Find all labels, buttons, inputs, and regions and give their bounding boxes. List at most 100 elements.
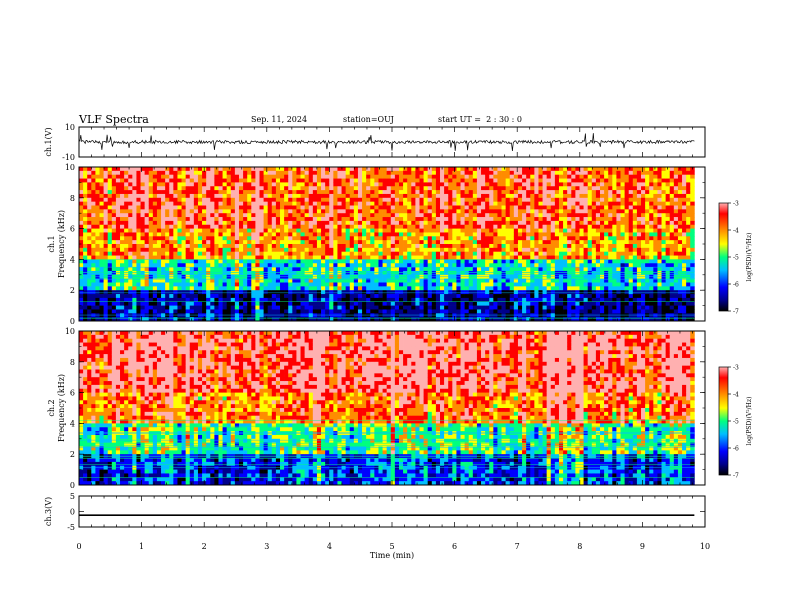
spectrogram-cell <box>316 232 322 237</box>
spectrogram-cell <box>185 286 191 291</box>
spectrogram-cell <box>177 297 182 303</box>
spectrogram-cell <box>362 197 367 202</box>
spectrogram-cell <box>341 170 346 176</box>
spectrogram-cell <box>378 263 383 268</box>
spectrogram-cell <box>427 201 433 206</box>
spectrogram-cell <box>407 232 412 237</box>
spectrogram-cell <box>263 255 269 260</box>
spectrogram-cell <box>427 274 433 279</box>
spectrogram-cell <box>563 259 568 264</box>
spectrogram-cell <box>468 305 474 310</box>
spectrogram-cell <box>197 170 203 176</box>
spectrogram-cell <box>292 201 297 206</box>
spectrogram-cell <box>374 213 379 218</box>
spectrogram-cell <box>251 317 256 322</box>
spectrogram-cell <box>238 217 244 222</box>
spectrogram-cell <box>509 255 515 260</box>
spectrogram-cell <box>177 201 182 206</box>
spectrogram-cell <box>370 201 375 206</box>
spectrogram-cell <box>485 170 490 176</box>
spectrogram-cell <box>148 301 154 306</box>
spectrogram-cell <box>554 236 560 241</box>
spectrogram-cell <box>448 190 453 195</box>
spectrogram-cell <box>427 209 433 214</box>
spectrogram-cell <box>144 317 150 322</box>
spectrogram-cell <box>202 201 207 206</box>
spectrogram-cell <box>120 170 125 176</box>
spectrogram-cell <box>321 274 326 279</box>
spectrogram-cell <box>419 309 424 314</box>
spectrogram-cell <box>472 270 478 276</box>
spectrogram-cell <box>493 236 498 241</box>
spectrogram-cell <box>83 297 88 303</box>
spectrogram-cell <box>452 290 457 295</box>
spectrogram-cell <box>468 294 474 299</box>
spectrogram-cell <box>156 190 162 195</box>
spectrogram-cell <box>497 182 502 187</box>
spectrogram-cell <box>111 209 117 214</box>
spectrogram-cell <box>312 240 318 245</box>
spectrogram-cell <box>526 247 531 253</box>
spectrogram-cell <box>415 213 420 218</box>
spectrogram-cell <box>161 167 166 172</box>
spectrogram-cell <box>214 205 219 210</box>
spectrogram-cell <box>136 197 141 202</box>
spectrogram-cell <box>398 193 404 199</box>
spectrogram-cell <box>83 255 88 260</box>
spectrogram-cell <box>333 197 338 202</box>
spectrogram-cell <box>140 197 145 202</box>
spectrogram-cell <box>144 263 150 268</box>
spectrogram-cell <box>255 224 260 229</box>
spectrogram-cell <box>124 297 129 303</box>
spectrogram-cell <box>337 228 342 233</box>
spectrogram-cell <box>132 167 137 172</box>
spectrogram-cell <box>419 205 424 210</box>
spectrogram-cell <box>526 263 531 268</box>
spectrogram-cell <box>210 236 215 241</box>
spectrogram-cell <box>550 197 556 202</box>
spectrogram-cell <box>251 255 256 260</box>
spectrogram-cell <box>156 205 162 210</box>
spectrogram-cell <box>587 193 593 199</box>
spectrogram-cell <box>321 228 326 233</box>
spectrogram-cell <box>111 305 117 310</box>
spectrogram-cell <box>181 290 187 295</box>
spectrogram-cell <box>132 190 137 195</box>
spectrogram-cell <box>238 274 244 279</box>
spectrogram-cell <box>501 220 506 226</box>
spectrogram-cell <box>337 190 342 195</box>
spectrogram-cell <box>431 294 437 299</box>
spectrogram-cell <box>423 301 429 306</box>
spectrogram-cell <box>185 205 191 210</box>
spectrogram-cell <box>177 286 182 291</box>
spectrogram-cell <box>390 255 396 260</box>
spectrogram-cell <box>226 305 232 310</box>
spectrogram-cell <box>87 236 92 241</box>
spectrogram-cell <box>165 201 170 206</box>
spectrogram-cell <box>222 274 228 279</box>
spectrogram-cell <box>185 174 191 179</box>
spectrogram-cell <box>136 224 141 229</box>
spectrogram-cell <box>148 197 154 202</box>
spectrogram-cell <box>341 174 346 179</box>
spectrogram-cell <box>472 267 478 272</box>
spectrogram-cell <box>79 197 84 202</box>
spectrogram-cell <box>136 240 141 245</box>
spectrogram-cell <box>485 182 490 187</box>
spectrogram-cell <box>472 167 478 172</box>
spectrogram-cell <box>464 255 470 260</box>
spectrogram-cell <box>526 178 531 183</box>
spectrogram-cell <box>316 317 322 322</box>
spectrogram-cell <box>575 201 580 206</box>
spectrogram-cell <box>357 213 363 218</box>
spectrogram-cell <box>321 232 326 237</box>
spectrogram-cell <box>185 247 191 253</box>
spectrogram-cell <box>398 201 404 206</box>
spectrogram-cell <box>501 213 506 218</box>
spectrogram-cell <box>144 170 150 176</box>
spectrogram-cell <box>419 267 424 272</box>
spectrogram-cell <box>415 170 420 176</box>
spectrogram-cell <box>534 197 539 202</box>
spectrogram-cell <box>325 305 330 310</box>
spectrogram-cell <box>284 270 289 276</box>
